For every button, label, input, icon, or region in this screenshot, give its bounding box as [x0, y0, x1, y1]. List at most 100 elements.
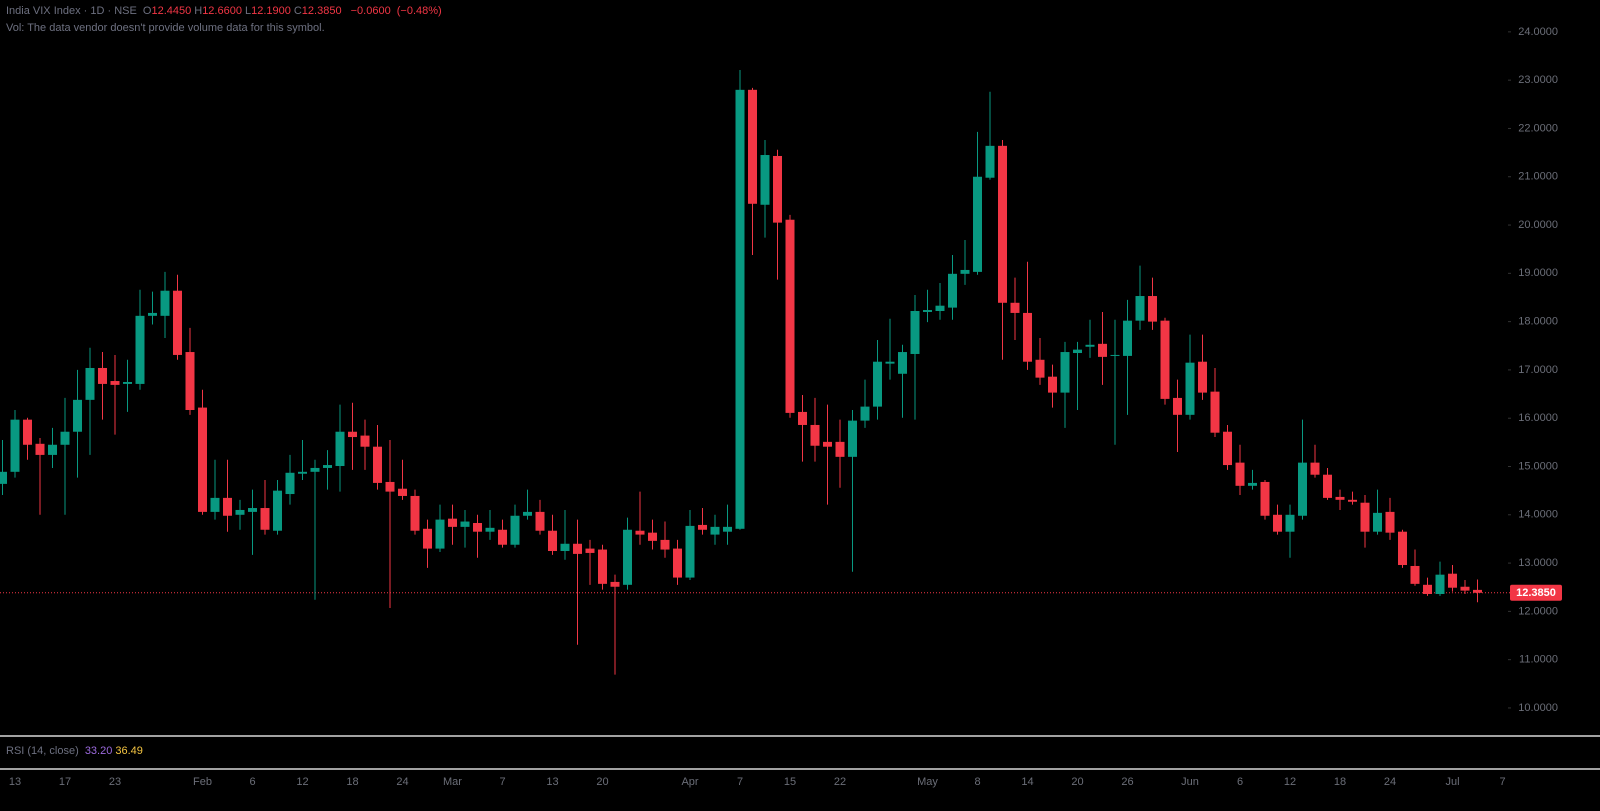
x-tick-label: 24: [396, 776, 408, 788]
candle-body: [1035, 359, 1045, 378]
candle-body: [1185, 362, 1195, 415]
candle-body: [198, 407, 207, 512]
candle-body: [23, 419, 32, 445]
candle-body: [1323, 474, 1332, 498]
candle-body: [735, 89, 745, 529]
candle-body: [823, 441, 832, 447]
candle-body: [673, 548, 682, 578]
x-tick-label: 13: [546, 776, 558, 788]
candle-body: [323, 465, 332, 468]
candle-body: [1260, 481, 1270, 516]
candle-body: [660, 539, 670, 550]
candle-body: [798, 411, 807, 425]
candle-body: [535, 511, 545, 531]
x-tick-label: Apr: [681, 776, 698, 788]
x-tick-label: 12: [1284, 776, 1296, 788]
x-tick-label: 7: [1499, 776, 1505, 788]
y-tick-label: 20.0000: [1518, 219, 1558, 231]
ohlc-key: H: [194, 5, 203, 17]
ohlc-value: 12.4450: [151, 5, 192, 17]
candle-body: [960, 269, 970, 274]
x-tick-label: 22: [834, 776, 846, 788]
candle-body: [1335, 496, 1345, 500]
candle-body: [898, 352, 907, 374]
candle-body: [885, 361, 895, 364]
candle-body: [548, 530, 557, 552]
candle-body: [685, 525, 695, 578]
candle-body: [1160, 320, 1170, 399]
y-tick-label: 23.0000: [1518, 74, 1558, 86]
candle-body: [785, 219, 795, 413]
candle-body: [35, 443, 45, 455]
candle-body: [1273, 514, 1282, 532]
candle-body: [810, 424, 820, 446]
x-tick-label: 20: [1071, 776, 1083, 788]
candle-body: [610, 581, 620, 587]
y-tick-label: 22.0000: [1518, 122, 1558, 134]
candle-body: [348, 431, 357, 438]
x-tick-label: Mar: [443, 776, 462, 788]
candle-body: [710, 526, 720, 535]
candle-body: [1110, 354, 1120, 356]
indicator-legend: RSI (14, close) 33.20 36.49: [6, 745, 146, 757]
candle-body: [1235, 462, 1245, 486]
candle-body: [560, 543, 570, 552]
candle-body: [1010, 302, 1020, 313]
candle-body: [110, 381, 120, 385]
candle-body: [160, 290, 170, 316]
ohlc-values: O12.4450 H12.6600 L12.1900 C12.3850: [143, 5, 345, 17]
legend-line: India VIX Index · 1D · NSE O12.4450 H12.6…: [6, 5, 445, 17]
x-tick-label: 20: [596, 776, 608, 788]
candle-body: [1223, 431, 1232, 466]
candle-body: [185, 352, 195, 410]
x-tick-label: 26: [1121, 776, 1133, 788]
candle-body: [1123, 320, 1132, 356]
y-tick-label: 15.0000: [1518, 460, 1558, 472]
candle-body: [373, 446, 382, 483]
candle-body: [1098, 343, 1107, 357]
candle-body: [260, 508, 270, 530]
x-tick-label: 18: [346, 776, 358, 788]
candle-body: [1085, 344, 1095, 347]
candle-body: [285, 472, 295, 495]
candle-body: [873, 361, 882, 407]
x-tick-label: 7: [737, 776, 743, 788]
candle-body: [448, 518, 457, 527]
candle-body: [1198, 361, 1207, 393]
candle-body: [0, 471, 7, 484]
candle-body: [98, 367, 107, 384]
candle-body: [760, 155, 770, 205]
candle-body: [1248, 482, 1257, 486]
candle-body: [235, 509, 245, 515]
y-tick-label: 13.0000: [1518, 557, 1558, 569]
x-tick-label: May: [917, 776, 938, 788]
candle-body: [698, 524, 707, 530]
candle-body: [335, 431, 345, 467]
candle-body: [723, 526, 732, 532]
ohlc-key: L: [244, 5, 252, 17]
ohlc-key: C: [293, 5, 302, 17]
indicator-value: 36.49: [115, 745, 143, 757]
candle-body: [485, 527, 495, 532]
candle-body: [1048, 376, 1057, 393]
x-tick-label: 14: [1021, 776, 1033, 788]
candle-body: [10, 419, 20, 472]
x-tick-label: 12: [296, 776, 308, 788]
candle-body: [310, 467, 320, 472]
x-tick-label: 15: [784, 776, 796, 788]
y-tick-label: 14.0000: [1518, 509, 1558, 521]
candle-body: [598, 549, 607, 584]
candle-body: [848, 420, 857, 457]
x-tick-label: Feb: [193, 776, 212, 788]
candle-body: [1023, 312, 1032, 362]
candle-body: [973, 176, 982, 272]
candle-body: [985, 145, 995, 178]
candle-body: [435, 519, 445, 549]
y-tick-label: 11.0000: [1519, 654, 1558, 666]
candle-body: [1348, 499, 1357, 502]
candle-body: [1310, 462, 1320, 475]
candle-body: [1060, 352, 1070, 393]
y-tick-label: 21.0000: [1518, 171, 1558, 183]
candle-body: [623, 529, 632, 585]
